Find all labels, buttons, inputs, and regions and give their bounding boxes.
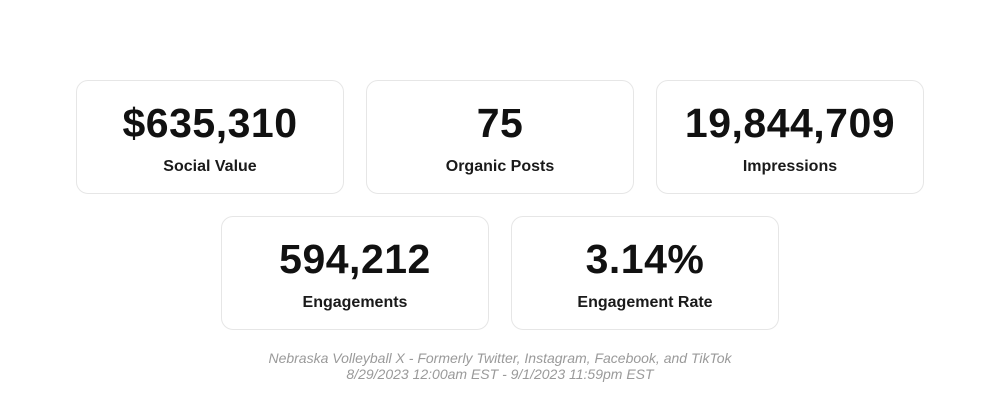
stat-card-impressions: 19,844,709 Impressions xyxy=(656,80,924,194)
stat-label: Engagements xyxy=(302,294,408,311)
stat-label: Impressions xyxy=(742,158,838,175)
report-footer: Nebraska Volleyball X - Formerly Twitter… xyxy=(0,350,1000,382)
stat-label: Social Value xyxy=(163,158,257,175)
footer-source: Nebraska Volleyball X - Formerly Twitter… xyxy=(268,350,732,366)
stat-value: 19,844,709 xyxy=(684,100,896,146)
stat-value: 594,212 xyxy=(279,236,431,282)
stat-value: 75 xyxy=(476,100,524,146)
stat-value: $635,310 xyxy=(122,100,298,146)
footer-date-range: 8/29/2023 12:00am EST - 9/1/2023 11:59pm… xyxy=(346,366,654,382)
stat-card-social-value: $635,310 Social Value xyxy=(76,80,344,194)
stat-label: Engagement Rate xyxy=(577,294,713,311)
stat-card-engagements: 594,212 Engagements xyxy=(221,216,489,330)
stat-value: 3.14% xyxy=(585,236,705,282)
stat-card-engagement-rate: 3.14% Engagement Rate xyxy=(511,216,779,330)
stat-label: Organic Posts xyxy=(445,158,555,175)
stat-card-organic-posts: 75 Organic Posts xyxy=(366,80,634,194)
